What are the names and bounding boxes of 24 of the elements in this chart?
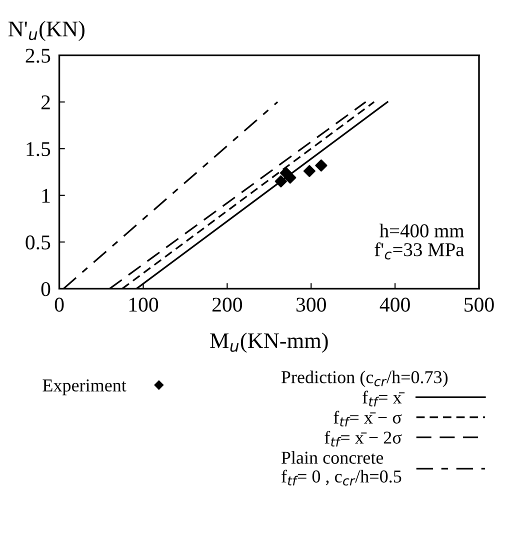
point xyxy=(274,175,287,188)
x-tick-label: 100 xyxy=(129,298,158,312)
legend-label: f$_{tf}$= x̄ − σ xyxy=(334,410,402,426)
x-tick-label: 200 xyxy=(212,298,242,312)
annotation: h=400 mm f'$_{c}$=33 MPa xyxy=(374,224,464,260)
legend-label: f$_{tf}$= x̄ − 2σ xyxy=(324,430,402,447)
x-axis-title: M$_{u}$(KN-mm) xyxy=(210,332,328,353)
y-tick-label: 1 xyxy=(42,188,50,203)
x-tick-label: 300 xyxy=(296,298,326,312)
legend-title: Prediction (c$_{cr}$/h=0.73) xyxy=(281,370,448,387)
y-tick-label: 2.5 xyxy=(26,48,50,63)
point xyxy=(315,159,328,172)
legend-label: Experiment xyxy=(42,379,126,396)
legend-label: Plain concrete f$_{tf}$= 0 , c$_{cr}$/h=0.5 xyxy=(281,451,402,486)
x-tick-label: 0 xyxy=(54,298,64,312)
y-axis-title: N'$_{u}$(KN) xyxy=(8,20,84,42)
y-tick-label: 2 xyxy=(41,95,50,110)
y-tick-label: 0.5 xyxy=(26,235,50,250)
legend-label: f$_{tf}$= x̄ xyxy=(362,390,405,406)
y-tick-label: 1.5 xyxy=(26,142,50,156)
x-tick-label: 400 xyxy=(380,298,410,312)
y-tick-label: 0 xyxy=(41,282,50,296)
point xyxy=(303,164,316,178)
x-tick-label: 500 xyxy=(464,298,494,312)
